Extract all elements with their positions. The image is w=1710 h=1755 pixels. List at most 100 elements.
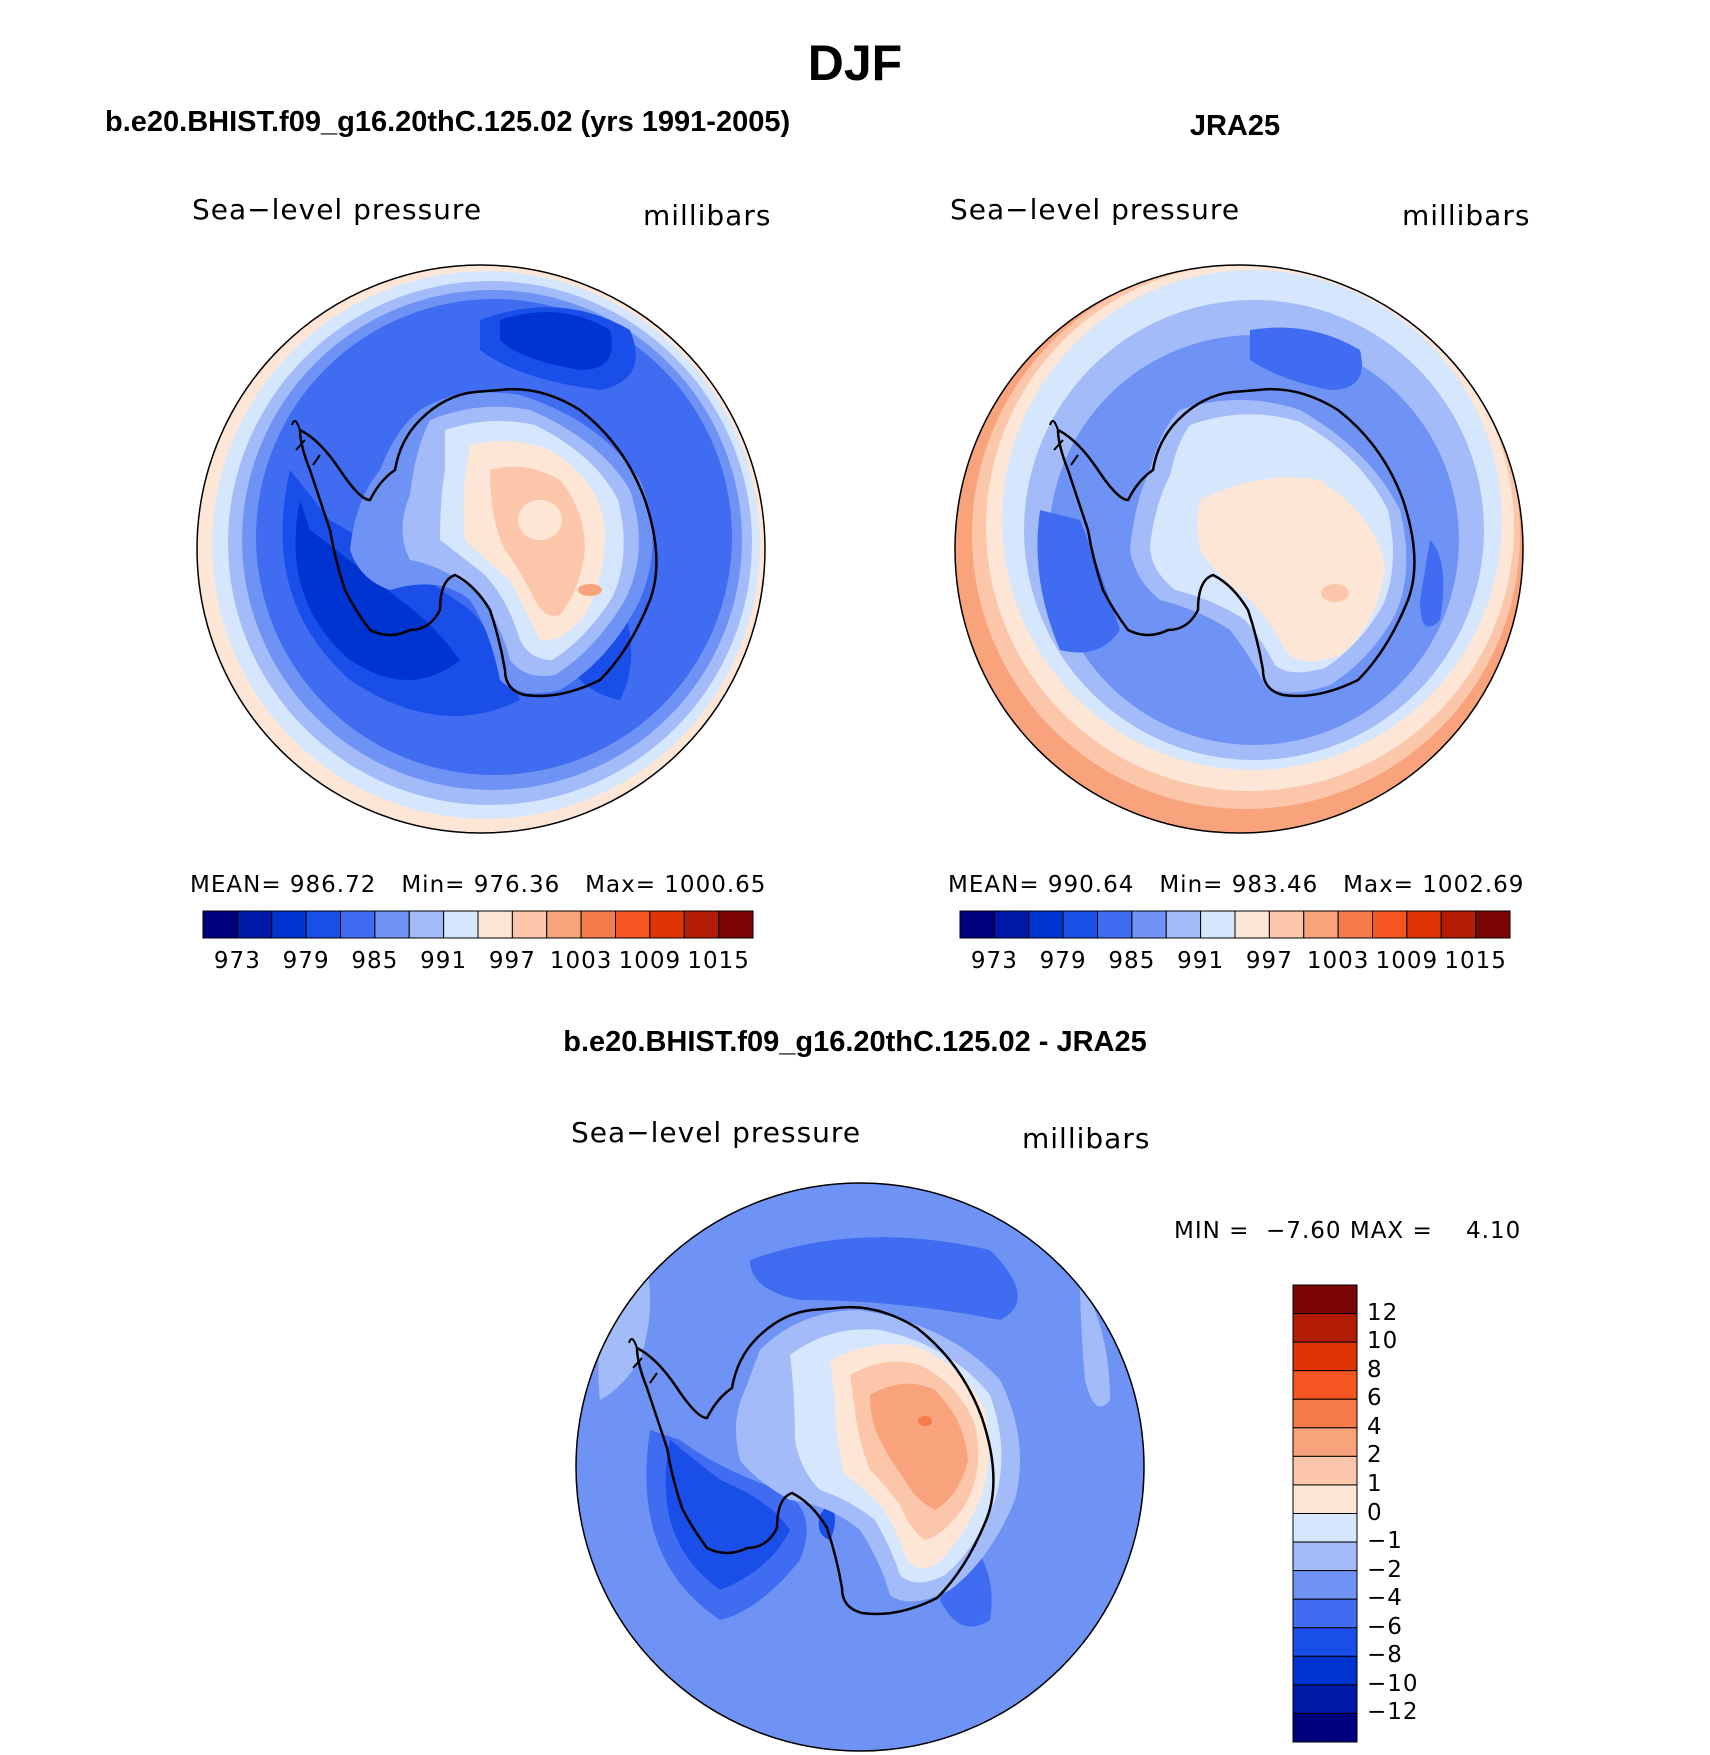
colorbar-tick-label: 1009 xyxy=(1375,948,1439,974)
colorbar-swatch xyxy=(1268,910,1305,939)
colorbar-swatch xyxy=(1028,910,1064,939)
colorbar-swatch xyxy=(1234,910,1270,939)
colorbar-swatch xyxy=(615,910,651,939)
panel-a-globe-outline xyxy=(196,264,766,834)
panel-b-map xyxy=(955,265,1523,833)
colorbar-tick-label: −2 xyxy=(1367,1556,1403,1583)
max-value: 1002.69 xyxy=(1422,872,1525,898)
colorbar-swatch xyxy=(1292,1598,1358,1629)
panel-c-globe-outline xyxy=(575,1182,1145,1752)
colorbar-swatch xyxy=(1292,1484,1358,1514)
max-label: Max= xyxy=(585,872,656,898)
min-value: 976.36 xyxy=(473,872,561,898)
colorbar-tick-label: 985 xyxy=(351,948,399,974)
panel-a-colorbar xyxy=(202,910,754,939)
panel-c-variable: Sea−level pressure xyxy=(571,1116,862,1149)
colorbar-tick-label: 4 xyxy=(1367,1413,1383,1440)
colorbar-swatch xyxy=(1292,1513,1358,1543)
panel-b-units: millibars xyxy=(1402,199,1531,232)
panel-c-stats: MIN = −7.60 MAX = 4.10 xyxy=(1174,1218,1521,1244)
colorbar-swatch xyxy=(959,910,995,939)
colorbar-tick-label: 2 xyxy=(1367,1442,1383,1469)
min-label: MIN = xyxy=(1174,1218,1250,1244)
panel-a-map xyxy=(197,265,765,833)
panel-a-stats: MEAN= 986.72 Min= 976.36 Max= 1000.65 xyxy=(190,872,766,898)
panel-a-title: b.e20.BHIST.f09_g16.20thC.125.02 (yrs 19… xyxy=(105,106,791,138)
colorbar-swatch xyxy=(1292,1455,1358,1486)
colorbar-swatch xyxy=(1292,1655,1358,1686)
colorbar-swatch xyxy=(1292,1313,1358,1343)
panel-c-map xyxy=(576,1183,1144,1751)
colorbar-swatch xyxy=(1292,1398,1358,1429)
colorbar-tick-label: 0 xyxy=(1367,1499,1383,1526)
colorbar-tick-label: 12 xyxy=(1367,1299,1399,1326)
colorbar-swatch xyxy=(1475,910,1511,939)
colorbar-swatch xyxy=(993,910,1030,939)
colorbar-swatch xyxy=(580,910,616,939)
colorbar-tick-label: −10 xyxy=(1367,1670,1419,1697)
colorbar-tick-label: 1003 xyxy=(549,948,613,974)
colorbar-swatch xyxy=(340,910,376,939)
panel-b-title: JRA25 xyxy=(1189,110,1281,142)
colorbar-tick-label: 997 xyxy=(1245,948,1293,974)
colorbar-swatch xyxy=(1200,910,1236,939)
colorbar-tick-label: 979 xyxy=(1039,948,1087,974)
panel-c-units: millibars xyxy=(1022,1122,1151,1155)
max-value: 4.10 xyxy=(1466,1218,1522,1244)
colorbar-tick-label: 10 xyxy=(1367,1328,1399,1355)
mean-label: MEAN= xyxy=(948,872,1040,898)
panel-b-globe-outline xyxy=(954,264,1524,834)
colorbar-swatch xyxy=(1131,910,1167,939)
colorbar-swatch xyxy=(1440,910,1477,939)
colorbar-tick-label: 973 xyxy=(213,948,261,974)
colorbar-swatch xyxy=(1303,910,1339,939)
colorbar-swatch xyxy=(718,910,754,939)
min-value: −7.60 xyxy=(1266,1218,1342,1244)
colorbar-swatch xyxy=(477,910,513,939)
colorbar-swatch xyxy=(1292,1284,1358,1315)
colorbar-tick-label: 8 xyxy=(1367,1356,1383,1383)
mean-value: 986.72 xyxy=(289,872,377,898)
min-label: Min= xyxy=(1159,872,1224,898)
colorbar-swatch xyxy=(1406,910,1442,939)
colorbar-swatch xyxy=(1292,1684,1358,1714)
colorbar-swatch xyxy=(1292,1627,1358,1657)
colorbar-swatch xyxy=(511,910,548,939)
mean-value: 990.64 xyxy=(1047,872,1135,898)
colorbar-swatch xyxy=(1062,910,1098,939)
min-label: Min= xyxy=(401,872,466,898)
panel-c-title: b.e20.BHIST.f09_g16.20thC.125.02 - JRA25 xyxy=(563,1026,1147,1058)
min-value: 983.46 xyxy=(1231,872,1319,898)
colorbar-tick-label: 973 xyxy=(970,948,1018,974)
colorbar-tick-label: 991 xyxy=(1177,948,1225,974)
colorbar-swatch xyxy=(546,910,582,939)
colorbar-swatch xyxy=(1292,1341,1358,1372)
colorbar-tick-label: −12 xyxy=(1367,1699,1419,1726)
colorbar-swatch xyxy=(1292,1427,1358,1457)
colorbar-swatch xyxy=(1292,1712,1358,1743)
panel-b-stats: MEAN= 990.64 Min= 983.46 Max= 1002.69 xyxy=(948,872,1524,898)
colorbar-tick-label: −6 xyxy=(1367,1613,1403,1640)
colorbar-swatch xyxy=(1372,910,1408,939)
colorbar-tick-label: 979 xyxy=(282,948,330,974)
colorbar-swatch xyxy=(1165,910,1202,939)
max-label: Max= xyxy=(1343,872,1414,898)
colorbar-swatch xyxy=(1097,910,1133,939)
colorbar-swatch xyxy=(271,910,307,939)
colorbar-tick-label: −4 xyxy=(1367,1585,1403,1612)
colorbar-swatch xyxy=(1292,1570,1358,1600)
colorbar-swatch xyxy=(1292,1370,1358,1400)
max-value: 1000.65 xyxy=(664,872,767,898)
colorbar-tick-label: 1015 xyxy=(1444,948,1507,974)
colorbar-swatch xyxy=(683,910,720,939)
colorbar-swatch xyxy=(443,910,479,939)
colorbar-tick-label: 1015 xyxy=(687,948,750,974)
colorbar-swatch xyxy=(408,910,445,939)
panel-b-variable: Sea−level pressure xyxy=(950,193,1241,226)
colorbar-swatch xyxy=(649,910,685,939)
colorbar-tick-label: 991 xyxy=(420,948,468,974)
panel-b-colorbar xyxy=(959,910,1511,939)
colorbar-swatch xyxy=(1337,910,1373,939)
max-label: MAX = xyxy=(1349,1218,1433,1244)
